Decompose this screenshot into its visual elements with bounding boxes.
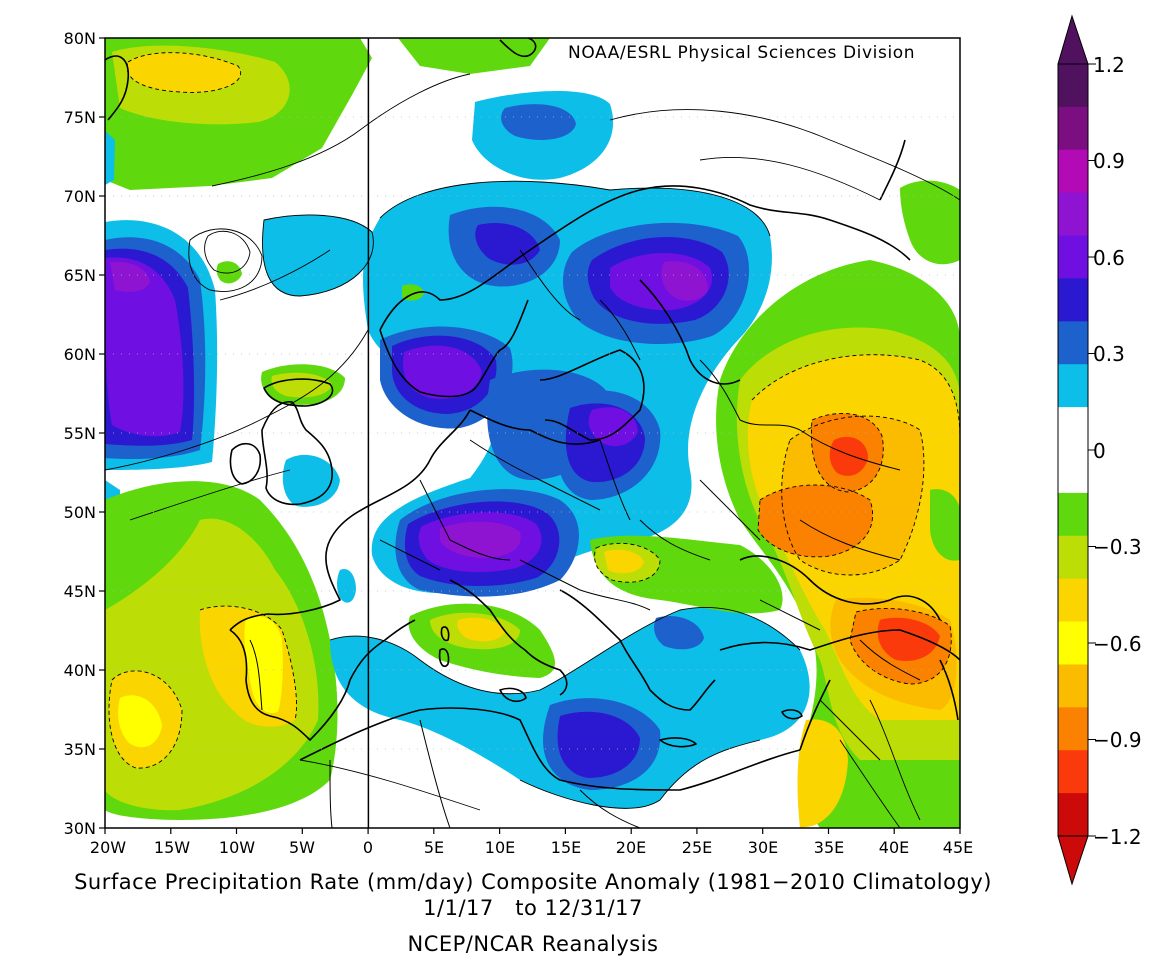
germany-coast: [469, 409, 601, 445]
lon-label: 10W: [219, 838, 255, 857]
colorbar-swatch: [1058, 707, 1088, 751]
colorbar-swatch: [1058, 750, 1088, 794]
precipitation-anomaly-field: [105, 38, 960, 828]
colorbar-swatch: [1058, 450, 1088, 494]
colorbar-swatch: [1058, 106, 1088, 151]
continent-west: [229, 409, 471, 631]
turkey-coast: [719, 629, 960, 661]
colorbar-label: 0.6: [1093, 246, 1125, 270]
colorbar: 1.2 0.9 0.6 0.3 0 −0.3 −0.6 −0.9 −1.2: [1057, 14, 1142, 886]
country-borders: [249, 249, 921, 828]
colorbar-label: −0.3: [1093, 535, 1142, 559]
lat-label: 45N: [64, 582, 96, 601]
figure-title: Surface Precipitation Rate (mm/day) Comp…: [74, 870, 992, 894]
lat-label: 80N: [64, 29, 96, 48]
colorbar-ticks: [1088, 63, 1096, 837]
scandinavia-coast: [379, 185, 911, 331]
colorbar-swatch: [1058, 321, 1088, 365]
svalbard-outline: [499, 38, 537, 58]
finland-coast: [639, 279, 741, 385]
axis-ticks: [99, 37, 961, 834]
colorbar-label: −0.6: [1093, 632, 1142, 656]
crete-outline: [659, 737, 697, 748]
lat-label: 75N: [64, 108, 96, 127]
lon-label: 15W: [154, 838, 190, 857]
colorbar-swatch: [1058, 664, 1088, 708]
latitude-labels: 80N 75N 70N 65N 60N 55N 50N 45N 40N 35N …: [64, 29, 96, 838]
colorbar-bottom-arrow: [1058, 836, 1088, 884]
credit-text: NOAA/ESRL Physical Sciences Division: [568, 43, 915, 63]
lon-label: 5W: [289, 838, 315, 857]
date-range: 1/1/17 to 12/31/17: [423, 896, 643, 920]
ireland-outline: [229, 442, 262, 485]
colorbar-swatch: [1058, 407, 1088, 451]
lon-label: 5E: [424, 838, 444, 857]
colorbar-swatch: [1058, 149, 1088, 194]
colorbar-swatch: [1058, 235, 1088, 279]
norway-west-coast: [379, 299, 529, 398]
cyprus-outline: [781, 709, 803, 720]
colorbar-label: −0.9: [1093, 728, 1142, 752]
longitude-labels: 20W 15W 10W 5W 0 5E 10E 15E 20E 25E 30E …: [90, 838, 973, 857]
lat-label: 35N: [64, 740, 96, 759]
colorbar-swatch: [1058, 278, 1088, 322]
sicily-outline: [499, 687, 527, 703]
sardinia-outline: [438, 648, 450, 668]
grid-dots: [105, 116, 960, 750]
colorbar-swatch: [1058, 535, 1088, 580]
caspian-outline: [939, 659, 959, 721]
iceland-outline: [263, 378, 334, 407]
lat-label: 30N: [64, 819, 96, 838]
lat-label: 55N: [64, 424, 96, 443]
lat-label: 65N: [64, 266, 96, 285]
colorbar-swatch: [1058, 621, 1088, 665]
lon-label: 30E: [748, 838, 778, 857]
north-africa-coast: [299, 707, 801, 791]
lat-label: 50N: [64, 503, 96, 522]
lon-label: 25E: [682, 838, 712, 857]
colorbar-swatch: [1058, 793, 1088, 837]
colorbar-swatches: [1058, 64, 1088, 837]
novaya-zemlya: [879, 139, 906, 201]
lat-label: 70N: [64, 187, 96, 206]
lon-label: 0: [363, 838, 373, 857]
colorbar-label: 0.3: [1093, 342, 1125, 366]
lon-label: 35E: [814, 838, 844, 857]
lon-label: 40E: [879, 838, 909, 857]
greenland-coast: [105, 55, 130, 121]
colorbar-label: −1.2: [1093, 825, 1142, 849]
colorbar-top-arrow: [1058, 16, 1088, 64]
italy-coast: [449, 579, 568, 696]
iberia-coast: [229, 619, 416, 741]
colorbar-swatch: [1058, 192, 1088, 237]
colorbar-label: 0: [1093, 439, 1106, 463]
black-sea-coast: [739, 555, 941, 621]
lon-label: 20E: [616, 838, 646, 857]
colorbar-swatch: [1058, 64, 1088, 108]
colorbar-label: 0.9: [1093, 149, 1125, 173]
lon-label: 20W: [90, 838, 126, 857]
credit-box: [560, 40, 958, 64]
levant-coast: [799, 679, 831, 751]
corsica-outline: [440, 626, 450, 642]
colorbar-swatch: [1058, 578, 1088, 623]
lat-label: 60N: [64, 345, 96, 364]
lat-label: 40N: [64, 661, 96, 680]
colorbar-swatch: [1058, 492, 1088, 537]
contour-lines: [105, 73, 960, 828]
data-source: NCEP/NCAR Reanalysis: [407, 932, 659, 956]
lon-label: 15E: [551, 838, 581, 857]
colorbar-label: 1.2: [1093, 53, 1125, 77]
balkan-coast: [559, 589, 716, 711]
lon-label: 45E: [943, 838, 973, 857]
colorbar-swatch: [1058, 364, 1088, 408]
uk-outline: [261, 401, 333, 506]
lon-label: 10E: [485, 838, 515, 857]
coastlines: [105, 38, 960, 791]
